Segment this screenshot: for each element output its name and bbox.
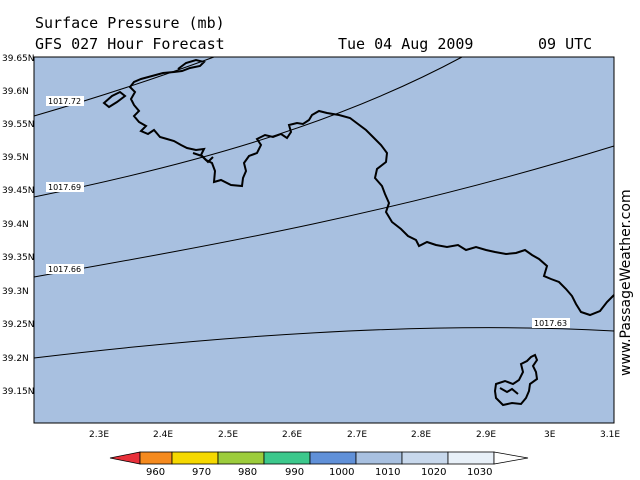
isobar-label-bg-4 <box>532 318 570 328</box>
y-tick: 39.2N <box>2 354 29 364</box>
x-tick: 3E <box>544 430 556 440</box>
x-tick: 2.7E <box>347 430 367 440</box>
cbar-label: 970 <box>192 467 211 478</box>
cbar-segment <box>447 451 495 465</box>
isobar-label-bg-1 <box>46 96 84 106</box>
isobar-1017-66 <box>33 145 615 278</box>
y-tick: 39.6N <box>2 87 29 97</box>
x-tick: 2.3E <box>89 430 109 440</box>
cbar-segment <box>355 451 403 465</box>
cbar-label: 1010 <box>375 467 400 478</box>
isobar-1017-69 <box>33 56 463 198</box>
y-tick: 39.15N <box>2 387 35 397</box>
y-tick: 39.4N <box>2 220 29 230</box>
x-tick: 2.6E <box>282 430 302 440</box>
cbar-segment <box>217 451 265 465</box>
x-tick: 3.1E <box>600 430 620 440</box>
isobar-label-bg-3 <box>46 264 84 274</box>
cbar-segment <box>263 451 311 465</box>
cbar-label: 1000 <box>329 467 354 478</box>
forecast-date: Tue 04 Aug 2009 <box>338 35 474 53</box>
cbar-label: 990 <box>285 467 304 478</box>
coastline-main <box>128 58 615 317</box>
cbar-left-arrow <box>109 451 141 465</box>
x-axis: 2.3E 2.4E 2.5E 2.6E 2.7E 2.8E 2.9E 3E 3.… <box>89 430 620 440</box>
isobar-label-3: 1017.66 <box>48 265 81 274</box>
chart-title: Surface Pressure (mb) <box>35 14 225 32</box>
isobar-1017-63 <box>33 327 615 359</box>
cbar-label: 1020 <box>421 467 446 478</box>
island-cabrera-detail <box>499 387 519 395</box>
cbar-segment <box>139 451 173 465</box>
watermark-text: www.PassageWeather.com <box>618 189 634 376</box>
cbar-segment <box>309 451 357 465</box>
isobar-label-2: 1017.69 <box>48 183 81 192</box>
y-axis: 39.65N 39.6N 39.55N 39.5N 39.45N 39.4N 3… <box>2 54 35 397</box>
cbar-right-arrow <box>493 451 529 465</box>
x-tick: 2.9E <box>476 430 496 440</box>
cbar-segment <box>401 451 449 465</box>
x-tick: 2.5E <box>218 430 238 440</box>
y-tick: 39.3N <box>2 287 29 297</box>
color-legend: 960 970 980 990 1000 1010 1020 1030 <box>109 451 529 478</box>
y-tick: 39.55N <box>2 120 35 130</box>
y-tick: 39.5N <box>2 153 29 163</box>
watermark: www.PassageWeather.com <box>618 189 634 376</box>
isobar-label-4: 1017.63 <box>534 319 567 328</box>
cbar-segment <box>171 451 219 465</box>
island-cabrera <box>493 353 539 407</box>
y-tick: 39.35N <box>2 253 35 263</box>
isobar-label-1: 1017.72 <box>48 97 81 106</box>
coastline-west-detail <box>102 90 127 109</box>
y-tick: 39.45N <box>2 186 35 196</box>
cbar-label: 980 <box>238 467 257 478</box>
forecast-label: GFS 027 Hour Forecast <box>35 35 225 53</box>
y-tick: 39.25N <box>2 320 35 330</box>
forecast-time: 09 UTC <box>538 35 593 53</box>
x-tick: 2.4E <box>153 430 173 440</box>
y-tick: 39.65N <box>2 54 35 64</box>
isobar-label-bg-2 <box>46 182 84 192</box>
x-tick: 2.8E <box>411 430 431 440</box>
coastline-inlet <box>192 152 214 164</box>
cbar-label: 1030 <box>467 467 492 478</box>
cbar-label: 960 <box>146 467 165 478</box>
isobar-1017-72 <box>33 56 215 117</box>
